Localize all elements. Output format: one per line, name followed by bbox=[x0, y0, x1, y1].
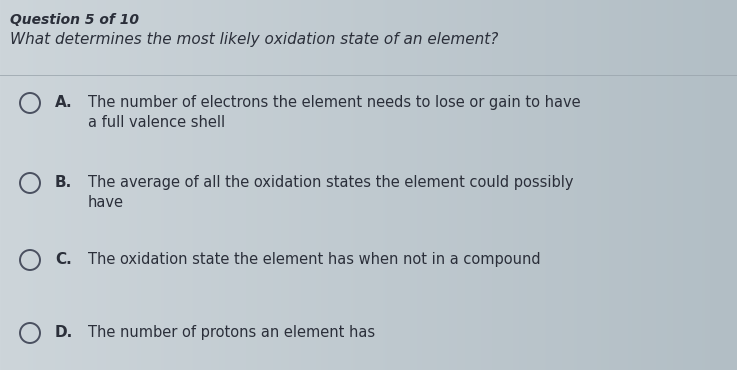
Text: The number of protons an element has: The number of protons an element has bbox=[88, 325, 375, 340]
Text: The oxidation state the element has when not in a compound: The oxidation state the element has when… bbox=[88, 252, 541, 267]
Text: The average of all the oxidation states the element could possibly
have: The average of all the oxidation states … bbox=[88, 175, 573, 211]
Text: B.: B. bbox=[55, 175, 72, 190]
Text: The number of electrons the element needs to lose or gain to have
a full valence: The number of electrons the element need… bbox=[88, 95, 581, 130]
Text: Question 5 of 10: Question 5 of 10 bbox=[10, 13, 139, 27]
Text: What determines the most likely oxidation state of an element?: What determines the most likely oxidatio… bbox=[10, 32, 498, 47]
Text: A.: A. bbox=[55, 95, 73, 110]
Text: D.: D. bbox=[55, 325, 73, 340]
Text: C.: C. bbox=[55, 252, 71, 267]
